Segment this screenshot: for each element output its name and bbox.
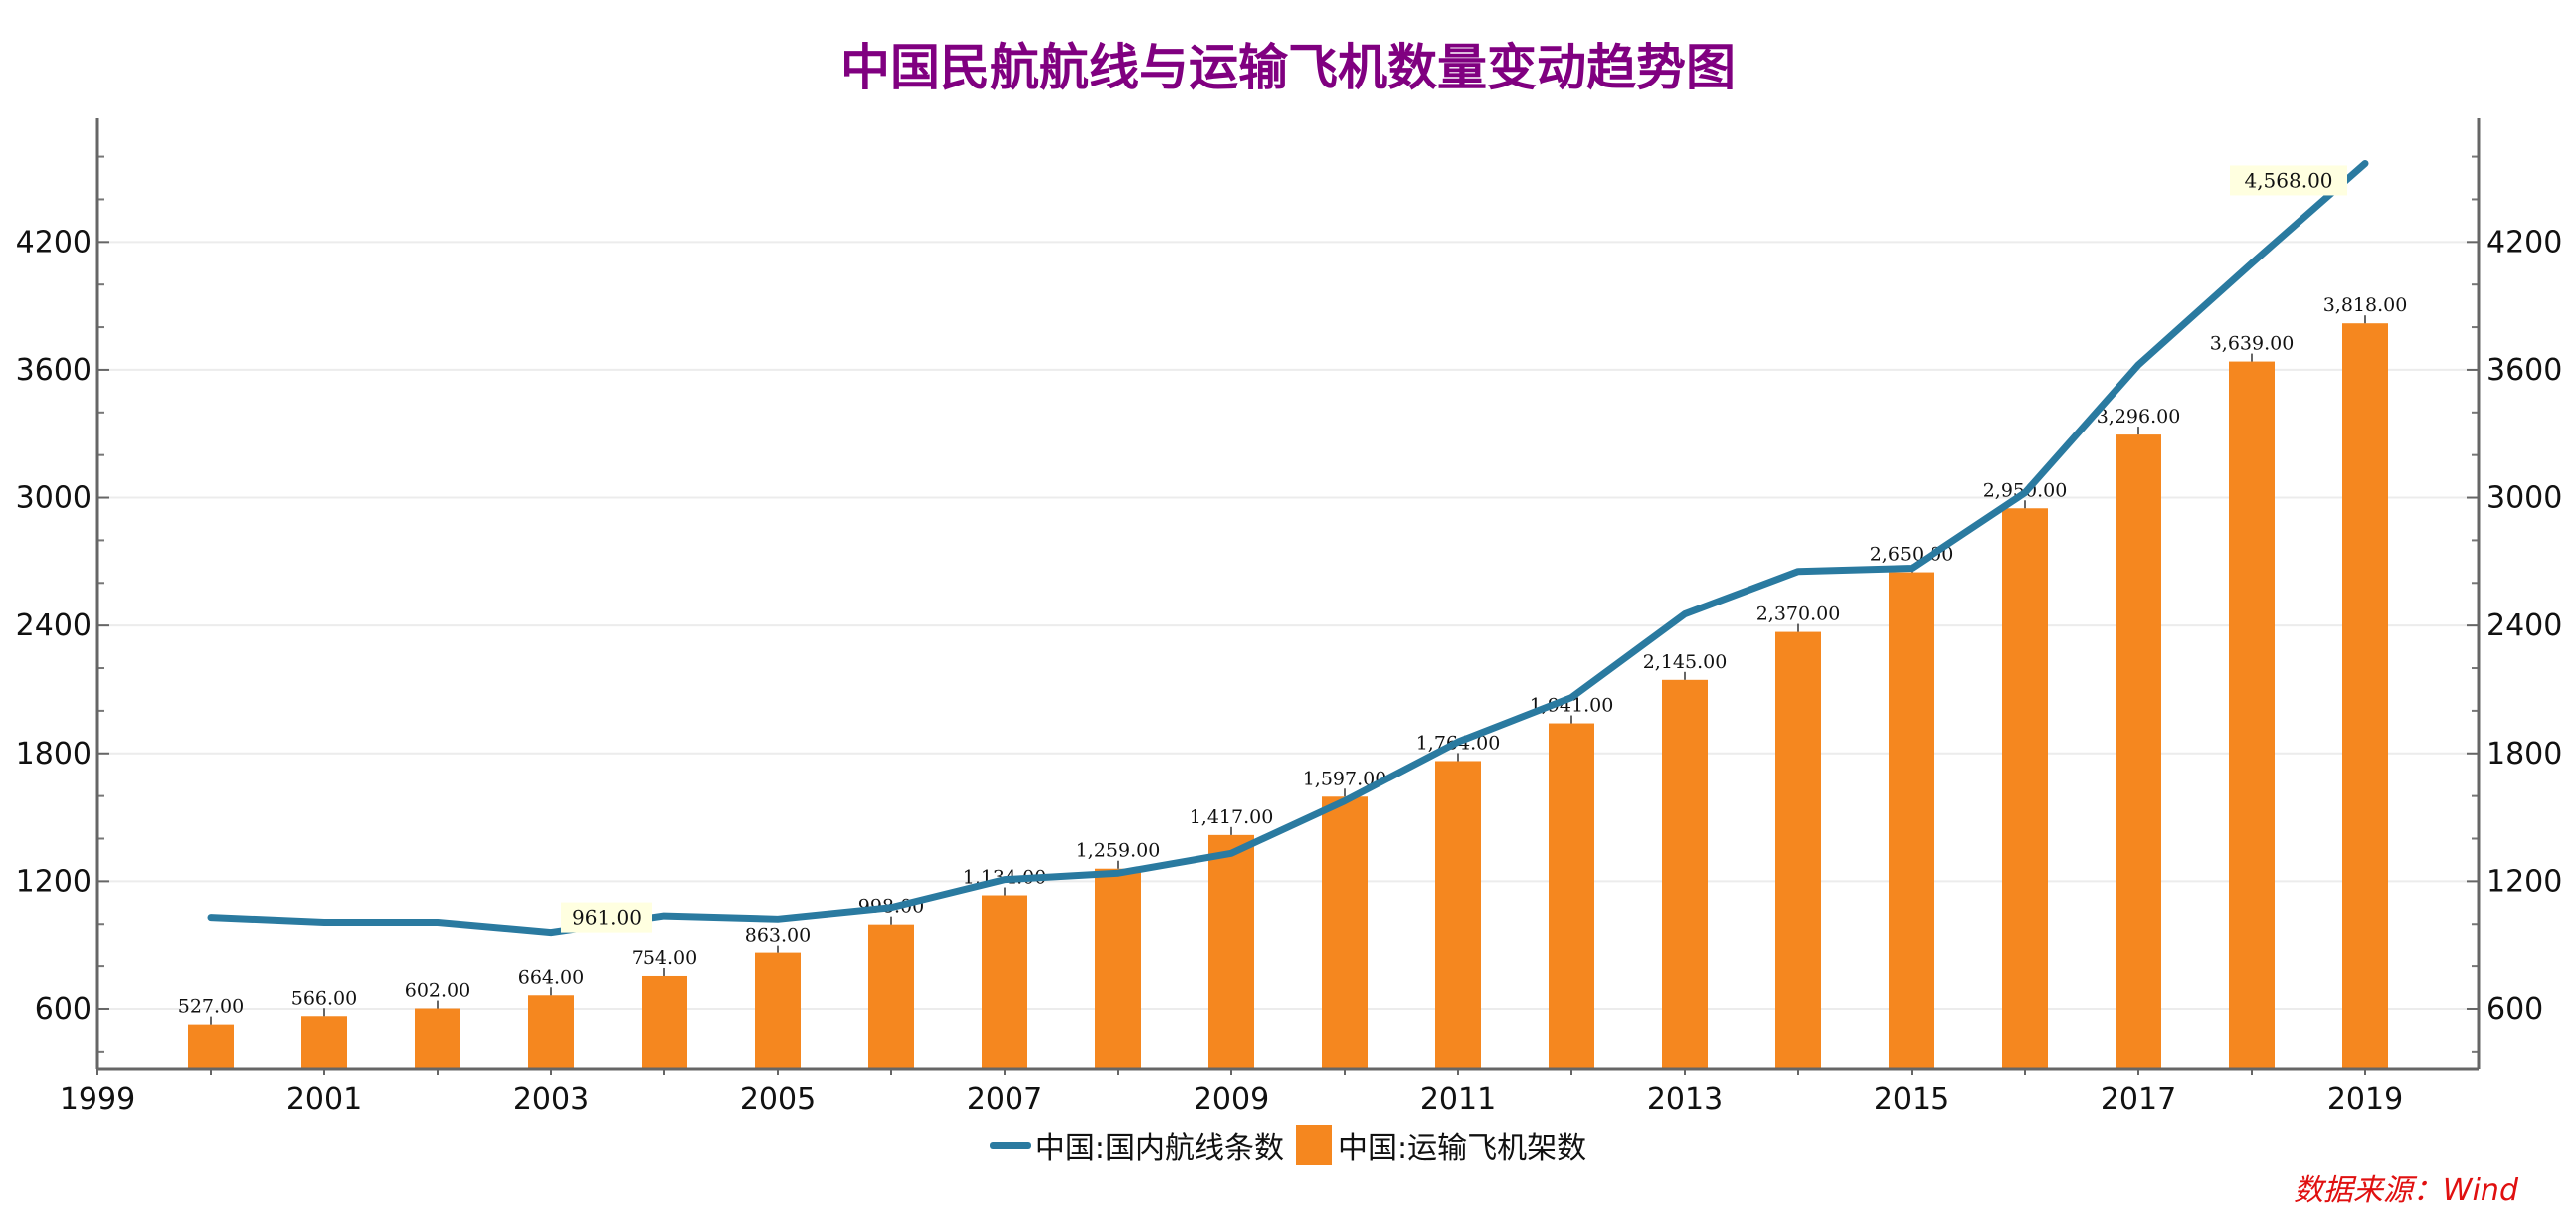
x-tick-label: 2011: [1420, 1082, 1496, 1117]
bar-aircraft: [642, 976, 687, 1069]
bar-data-label: 664.00: [518, 966, 584, 988]
bar-data-label: 3,296.00: [2097, 406, 2181, 428]
bar-data-label: 1,417.00: [1190, 806, 1274, 828]
x-tick-label: 2005: [740, 1082, 816, 1117]
bar-data-label: 3,639.00: [2210, 333, 2295, 355]
bar-data-label: 1,259.00: [1076, 840, 1161, 862]
bar-data-label: 2,145.00: [1643, 651, 1728, 673]
x-tick-label: 2003: [513, 1082, 589, 1117]
y-tick-label-right: 2400: [2486, 608, 2562, 643]
bar-aircraft: [755, 953, 801, 1069]
source-note: 数据来源：Wind: [2294, 1165, 2518, 1209]
y-tick-label-left: 4200: [16, 225, 92, 259]
legend: 中国:国内航线条数 中国:运输飞机架数: [0, 1123, 2576, 1167]
bar-aircraft: [188, 1025, 234, 1069]
bar-aircraft: [982, 896, 1027, 1069]
bar-aircraft: [301, 1016, 347, 1069]
legend-item-aircraft[interactable]: 中国:运输飞机架数: [1296, 1123, 1586, 1167]
y-tick-label-right: 600: [2486, 992, 2543, 1027]
y-tick-label-right: 1200: [2486, 864, 2562, 899]
x-tick-label: 2001: [286, 1082, 362, 1117]
legend-item-routes[interactable]: 中国:国内航线条数: [990, 1123, 1284, 1167]
bar-aircraft: [2229, 362, 2275, 1069]
bar-data-label: 602.00: [405, 980, 470, 1002]
legend-line-swatch: [990, 1142, 1031, 1149]
annotation-label: 961.00: [572, 906, 642, 930]
y-tick-label-left: 3000: [16, 481, 92, 516]
y-tick-label-left: 1200: [16, 864, 92, 899]
bar-aircraft: [415, 1009, 460, 1069]
x-tick-label: 2013: [1647, 1082, 1723, 1117]
y-tick-label-left: 600: [35, 992, 92, 1027]
bar-data-label: 527.00: [178, 996, 244, 1018]
x-tick-label: 2015: [1874, 1082, 1949, 1117]
bar-data-label: 566.00: [291, 987, 357, 1009]
bar-aircraft: [1208, 835, 1254, 1069]
legend-label-aircraft: 中国:运输飞机架数: [1338, 1123, 1586, 1167]
bar-aircraft: [528, 995, 574, 1069]
bar-aircraft: [2116, 434, 2161, 1069]
legend-bar-swatch: [1296, 1125, 1332, 1165]
bar-aircraft: [2002, 508, 2048, 1069]
x-tick-label: 2019: [2327, 1082, 2403, 1117]
x-tick-label: 2009: [1194, 1082, 1269, 1117]
bar-data-label: 2,370.00: [1756, 604, 1841, 625]
legend-label-routes: 中国:国内航线条数: [1035, 1123, 1284, 1167]
bar-aircraft: [1662, 680, 1708, 1069]
bar-aircraft: [1775, 632, 1821, 1069]
annotation-label: 4,568.00: [2244, 168, 2332, 192]
bar-aircraft: [1889, 573, 1934, 1069]
x-tick-label: 2017: [2101, 1082, 2176, 1117]
x-tick-label: 1999: [60, 1082, 135, 1117]
bar-aircraft: [1322, 796, 1368, 1069]
bar-aircraft: [1095, 869, 1141, 1069]
y-tick-label-right: 1800: [2486, 737, 2562, 772]
y-tick-label-left: 3600: [16, 353, 92, 388]
x-tick-label: 2007: [967, 1082, 1042, 1117]
y-tick-label-left: 2400: [16, 608, 92, 643]
y-tick-label-left: 1800: [16, 737, 92, 772]
bar-aircraft: [2342, 323, 2388, 1069]
y-tick-label-right: 3000: [2486, 481, 2562, 516]
bar-data-label: 863.00: [745, 925, 811, 947]
bar-data-label: 3,818.00: [2323, 294, 2408, 316]
bar-aircraft: [868, 925, 914, 1069]
bar-data-label: 754.00: [632, 948, 697, 969]
bar-aircraft: [1435, 761, 1481, 1069]
y-tick-label-right: 3600: [2486, 353, 2562, 388]
bar-aircraft: [1549, 724, 1594, 1069]
y-tick-label-right: 4200: [2486, 225, 2562, 259]
